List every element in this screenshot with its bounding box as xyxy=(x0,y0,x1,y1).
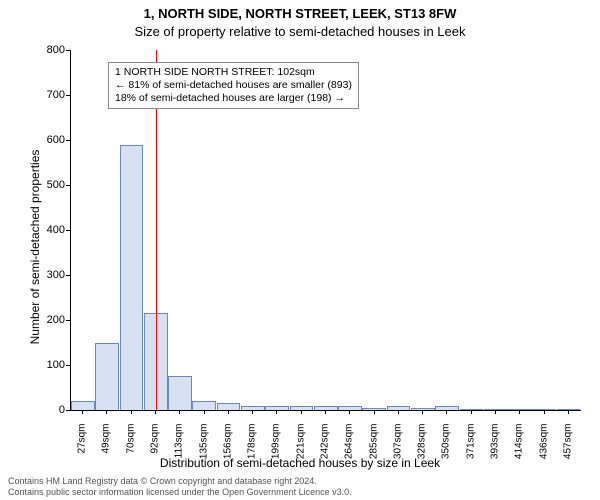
ytick-label: 600 xyxy=(30,134,65,146)
ytick-mark xyxy=(66,185,70,186)
xtick-label: 70sqm xyxy=(125,424,136,474)
xtick-label: 221sqm xyxy=(295,424,306,474)
ytick-mark xyxy=(66,50,70,51)
ytick-mark xyxy=(66,95,70,96)
xtick-mark xyxy=(131,410,132,414)
xtick-mark xyxy=(325,410,326,414)
ytick-label: 0 xyxy=(30,404,65,416)
xtick-mark xyxy=(349,410,350,414)
ytick-mark xyxy=(66,365,70,366)
xtick-label: 156sqm xyxy=(222,424,233,474)
footer-line2: Contains public sector information licen… xyxy=(8,487,352,498)
ytick-label: 700 xyxy=(30,89,65,101)
infobox-line1: 1 NORTH SIDE NORTH STREET: 102sqm xyxy=(115,66,352,79)
xtick-label: 92sqm xyxy=(150,424,161,474)
xtick-label: 113sqm xyxy=(174,424,185,474)
title-line1: 1, NORTH SIDE, NORTH STREET, LEEK, ST13 … xyxy=(0,6,600,21)
xtick-label: 307sqm xyxy=(392,424,403,474)
xtick-mark xyxy=(228,410,229,414)
infobox-line2: ← 81% of semi-detached houses are smalle… xyxy=(115,79,352,92)
xtick-label: 350sqm xyxy=(441,424,452,474)
footer-line1: Contains HM Land Registry data © Crown c… xyxy=(8,476,352,487)
ytick-label: 400 xyxy=(30,224,65,236)
ytick-label: 500 xyxy=(30,179,65,191)
ytick-mark xyxy=(66,320,70,321)
xtick-label: 457sqm xyxy=(562,424,573,474)
histogram-bar xyxy=(71,401,95,410)
xtick-label: 436sqm xyxy=(538,424,549,474)
xtick-mark xyxy=(204,410,205,414)
xtick-label: 285sqm xyxy=(368,424,379,474)
histogram-bar xyxy=(95,343,119,411)
ytick-mark xyxy=(66,410,70,411)
xtick-mark xyxy=(374,410,375,414)
xtick-mark xyxy=(252,410,253,414)
xtick-label: 371sqm xyxy=(465,424,476,474)
histogram-bar xyxy=(217,403,241,410)
xtick-mark xyxy=(276,410,277,414)
chart-container: 1, NORTH SIDE, NORTH STREET, LEEK, ST13 … xyxy=(0,0,600,500)
ytick-mark xyxy=(66,275,70,276)
xtick-label: 49sqm xyxy=(101,424,112,474)
xtick-mark xyxy=(82,410,83,414)
histogram-bar xyxy=(192,401,216,410)
xtick-label: 242sqm xyxy=(320,424,331,474)
y-axis-label: Number of semi-detached properties xyxy=(28,112,42,382)
xtick-label: 414sqm xyxy=(514,424,525,474)
xtick-label: 264sqm xyxy=(344,424,355,474)
xtick-mark xyxy=(301,410,302,414)
xtick-label: 135sqm xyxy=(198,424,209,474)
histogram-bar xyxy=(168,376,192,410)
ytick-label: 200 xyxy=(30,314,65,326)
footer-attribution: Contains HM Land Registry data © Crown c… xyxy=(8,476,352,498)
ytick-mark xyxy=(66,230,70,231)
xtick-mark xyxy=(422,410,423,414)
ytick-label: 300 xyxy=(30,269,65,281)
xtick-label: 27sqm xyxy=(77,424,88,474)
marker-infobox: 1 NORTH SIDE NORTH STREET: 102sqm ← 81% … xyxy=(108,62,359,109)
xtick-label: 328sqm xyxy=(417,424,428,474)
ytick-label: 800 xyxy=(30,44,65,56)
xtick-mark xyxy=(544,410,545,414)
ytick-label: 100 xyxy=(30,359,65,371)
xtick-mark xyxy=(519,410,520,414)
xtick-label: 178sqm xyxy=(247,424,258,474)
xtick-mark xyxy=(495,410,496,414)
xtick-mark xyxy=(179,410,180,414)
xtick-mark xyxy=(446,410,447,414)
xtick-mark xyxy=(398,410,399,414)
infobox-line3: 18% of semi-detached houses are larger (… xyxy=(115,92,352,105)
xtick-mark xyxy=(568,410,569,414)
xtick-label: 393sqm xyxy=(490,424,501,474)
ytick-mark xyxy=(66,140,70,141)
xtick-mark xyxy=(155,410,156,414)
xtick-label: 199sqm xyxy=(271,424,282,474)
histogram-bar xyxy=(120,145,144,411)
xtick-mark xyxy=(471,410,472,414)
title-line2: Size of property relative to semi-detach… xyxy=(0,24,600,39)
xtick-mark xyxy=(106,410,107,414)
